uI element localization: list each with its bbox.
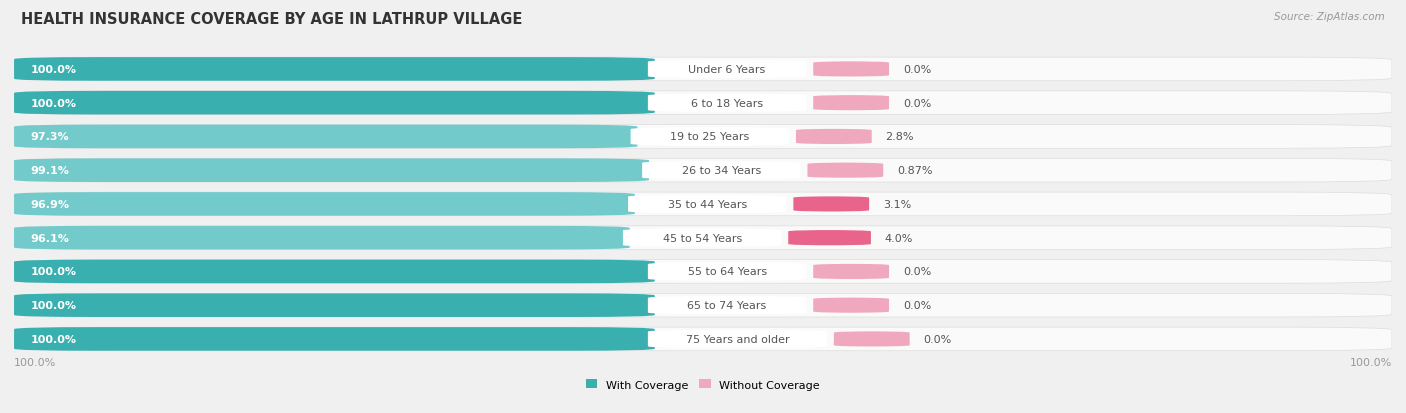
FancyBboxPatch shape: [14, 192, 636, 216]
Text: 35 to 44 Years: 35 to 44 Years: [668, 199, 747, 209]
FancyBboxPatch shape: [14, 260, 655, 284]
Text: 45 to 54 Years: 45 to 54 Years: [662, 233, 742, 243]
FancyBboxPatch shape: [623, 229, 782, 247]
Text: 0.0%: 0.0%: [903, 65, 931, 75]
Text: 100.0%: 100.0%: [31, 267, 76, 277]
Text: 26 to 34 Years: 26 to 34 Years: [682, 166, 761, 176]
Text: 100.0%: 100.0%: [31, 98, 76, 109]
FancyBboxPatch shape: [14, 58, 1392, 81]
Text: 99.1%: 99.1%: [31, 166, 69, 176]
FancyBboxPatch shape: [648, 330, 827, 348]
Text: 0.0%: 0.0%: [903, 98, 931, 109]
Text: 6 to 18 Years: 6 to 18 Years: [692, 98, 763, 109]
Text: 19 to 25 Years: 19 to 25 Years: [671, 132, 749, 142]
FancyBboxPatch shape: [630, 128, 789, 146]
Text: 0.0%: 0.0%: [903, 267, 931, 277]
FancyBboxPatch shape: [14, 125, 637, 149]
FancyBboxPatch shape: [14, 294, 1392, 317]
FancyBboxPatch shape: [648, 296, 807, 315]
FancyBboxPatch shape: [813, 96, 889, 111]
Text: 0.0%: 0.0%: [903, 300, 931, 311]
FancyBboxPatch shape: [796, 129, 872, 145]
Text: 75 Years and older: 75 Years and older: [686, 334, 789, 344]
Text: Under 6 Years: Under 6 Years: [689, 65, 766, 75]
FancyBboxPatch shape: [643, 161, 800, 180]
FancyBboxPatch shape: [14, 226, 630, 250]
Text: 96.1%: 96.1%: [31, 233, 69, 243]
Legend: With Coverage, Without Coverage: With Coverage, Without Coverage: [582, 375, 824, 394]
FancyBboxPatch shape: [14, 328, 655, 351]
FancyBboxPatch shape: [648, 263, 807, 281]
FancyBboxPatch shape: [14, 226, 1392, 250]
FancyBboxPatch shape: [14, 92, 655, 115]
Text: 100.0%: 100.0%: [31, 334, 76, 344]
Text: 100.0%: 100.0%: [31, 300, 76, 311]
FancyBboxPatch shape: [648, 94, 807, 113]
FancyBboxPatch shape: [14, 159, 650, 183]
FancyBboxPatch shape: [834, 332, 910, 347]
Text: 0.0%: 0.0%: [924, 334, 952, 344]
Text: 100.0%: 100.0%: [14, 358, 56, 368]
FancyBboxPatch shape: [793, 197, 869, 212]
Text: 97.3%: 97.3%: [31, 132, 69, 142]
FancyBboxPatch shape: [14, 328, 1392, 351]
FancyBboxPatch shape: [789, 230, 870, 246]
FancyBboxPatch shape: [648, 61, 807, 79]
FancyBboxPatch shape: [813, 298, 889, 313]
Text: 65 to 74 Years: 65 to 74 Years: [688, 300, 766, 311]
FancyBboxPatch shape: [813, 264, 889, 280]
Text: 100.0%: 100.0%: [31, 65, 76, 75]
Text: 3.1%: 3.1%: [883, 199, 911, 209]
Text: 96.9%: 96.9%: [31, 199, 69, 209]
FancyBboxPatch shape: [14, 58, 655, 81]
Text: Source: ZipAtlas.com: Source: ZipAtlas.com: [1274, 12, 1385, 22]
Text: HEALTH INSURANCE COVERAGE BY AGE IN LATHRUP VILLAGE: HEALTH INSURANCE COVERAGE BY AGE IN LATH…: [21, 12, 523, 27]
Text: 100.0%: 100.0%: [1350, 358, 1392, 368]
Text: 0.87%: 0.87%: [897, 166, 932, 176]
FancyBboxPatch shape: [14, 192, 1392, 216]
FancyBboxPatch shape: [813, 62, 889, 77]
FancyBboxPatch shape: [14, 92, 1392, 115]
FancyBboxPatch shape: [807, 163, 883, 178]
FancyBboxPatch shape: [14, 294, 655, 317]
Text: 4.0%: 4.0%: [884, 233, 912, 243]
FancyBboxPatch shape: [14, 125, 1392, 149]
FancyBboxPatch shape: [628, 195, 786, 214]
Text: 55 to 64 Years: 55 to 64 Years: [688, 267, 766, 277]
Text: 2.8%: 2.8%: [886, 132, 914, 142]
FancyBboxPatch shape: [14, 260, 1392, 284]
FancyBboxPatch shape: [14, 159, 1392, 183]
